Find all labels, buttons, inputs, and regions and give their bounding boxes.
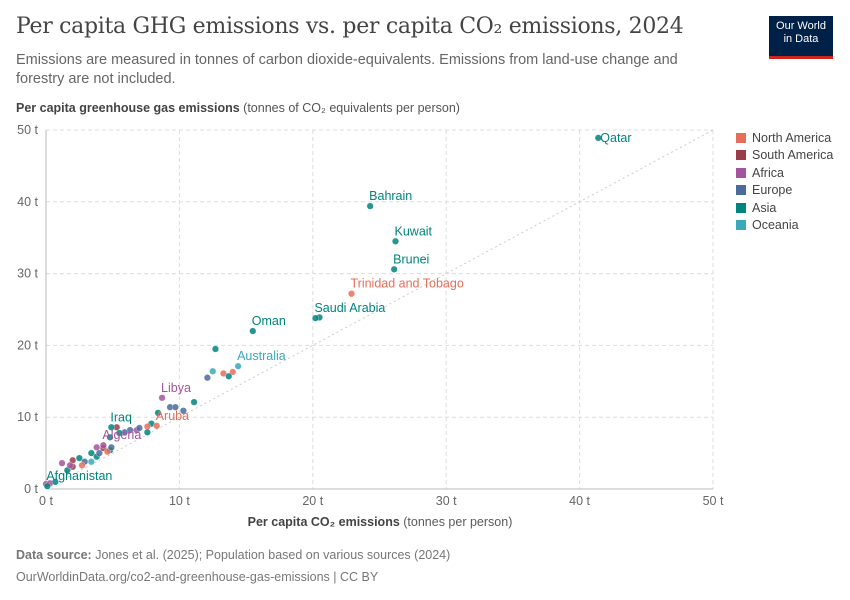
data-point (93, 443, 101, 451)
source-label: Data source: (16, 548, 92, 562)
logo-line1: Our World (776, 20, 826, 32)
point-label: Trinidad and Tobago (350, 277, 463, 291)
data-point (107, 443, 115, 451)
data-point (106, 433, 114, 441)
data-point (78, 461, 86, 469)
legend-label: Oceania (752, 218, 799, 233)
data-point (135, 424, 143, 432)
legend-item[interactable]: Africa (736, 164, 833, 182)
data-point (143, 428, 151, 436)
chart-title: Per capita GHG emissions vs. per capita … (16, 14, 684, 39)
data-point (211, 345, 219, 353)
data-point (154, 409, 162, 417)
y-tick-label: 10 t (17, 410, 38, 424)
data-point (107, 423, 115, 431)
point-label: Algeria (102, 428, 141, 442)
point-label: Aruba (156, 409, 189, 423)
legend-item[interactable]: North America (736, 129, 833, 147)
legend-swatch (736, 202, 746, 213)
point-label: Australia (237, 349, 286, 363)
source-url[interactable]: OurWorldinData.org/co2-and-greenhouse-ga… (16, 570, 379, 584)
data-point (43, 482, 51, 490)
point-label: Oman (252, 314, 286, 328)
data-point (366, 202, 374, 210)
y-tick-label: 0 t (24, 482, 38, 496)
y-tick-label: 50 t (17, 123, 38, 137)
x-tick-label: 0 t (39, 494, 53, 508)
data-point (229, 368, 237, 376)
legend-swatch (736, 220, 746, 231)
legend-item[interactable]: South America (736, 147, 833, 165)
data-point (390, 265, 398, 273)
data-point (87, 449, 95, 457)
point-label: Bahrain (369, 189, 412, 203)
legend-label: North America (752, 130, 832, 145)
legend-item[interactable]: Europe (736, 182, 833, 200)
legend-label: Europe (752, 183, 793, 198)
x-axis-label: Per capita CO₂ emissions (tonnes per per… (0, 515, 760, 529)
data-point (158, 394, 166, 402)
owid-logo[interactable]: Our World in Data (769, 16, 833, 59)
data-point (594, 134, 602, 142)
data-source: Data source: Jones et al. (2025); Popula… (16, 548, 450, 562)
data-point (225, 372, 233, 380)
legend-label: Africa (752, 165, 784, 180)
y-tick-label: 30 t (17, 267, 38, 281)
legend-swatch (736, 150, 746, 161)
x-tick-label: 40 t (569, 494, 590, 508)
data-point (348, 290, 355, 298)
point-label: Libya (161, 381, 191, 395)
y-tick-label: 40 t (17, 195, 38, 209)
legend-label: Asia (752, 200, 777, 215)
legend-swatch (736, 167, 746, 178)
data-point (179, 407, 187, 415)
point-label: Brunei (393, 252, 429, 266)
y-tick-label: 20 t (17, 338, 38, 352)
logo-line2: in Data (783, 33, 819, 45)
x-tick-label: 20 t (302, 494, 323, 508)
data-point (190, 398, 198, 406)
y-axis-label-unit: (tonnes of CO₂ equivalents per person) (239, 101, 460, 115)
point-label: Qatar (600, 131, 631, 145)
data-point (203, 374, 211, 382)
x-tick-label: 10 t (169, 494, 190, 508)
data-point (95, 449, 103, 457)
legend-swatch (736, 185, 746, 196)
data-point (209, 367, 217, 375)
data-point (312, 314, 319, 322)
point-label: Afghanistan (46, 469, 112, 483)
data-point (87, 458, 95, 466)
data-point (51, 478, 59, 486)
point-label: Iraq (110, 410, 132, 424)
legend: North America South America Africa Europe As… (736, 129, 833, 234)
data-point (234, 362, 242, 370)
data-point (115, 429, 123, 437)
chart-subtitle: Emissions are measured in tonnes of carb… (16, 52, 678, 87)
data-point (66, 461, 74, 469)
x-axis-label-bold: Per capita CO₂ emissions (247, 515, 400, 529)
x-tick-label: 50 t (703, 494, 724, 508)
point-label: Saudi Arabia (314, 301, 385, 315)
x-tick-label: 30 t (436, 494, 457, 508)
data-point (58, 459, 66, 467)
legend-swatch (736, 132, 746, 143)
data-point (249, 327, 257, 335)
data-point (103, 448, 111, 456)
data-point (219, 369, 227, 377)
legend-item[interactable]: Oceania (736, 217, 833, 235)
data-point (75, 454, 83, 462)
y-axis-label-bold: Per capita greenhouse gas emissions (16, 101, 240, 115)
legend-item[interactable]: Asia (736, 199, 833, 217)
x-axis-label-unit: (tonnes per person) (399, 515, 513, 529)
y-axis-label: Per capita greenhouse gas emissions (ton… (16, 101, 460, 115)
data-point (153, 422, 161, 430)
point-label: Kuwait (395, 224, 433, 238)
data-point (99, 441, 107, 449)
data-point (392, 237, 399, 245)
data-point (171, 403, 179, 411)
source-text: Jones et al. (2025); Population based on… (91, 548, 451, 562)
legend-label: South America (752, 148, 834, 163)
